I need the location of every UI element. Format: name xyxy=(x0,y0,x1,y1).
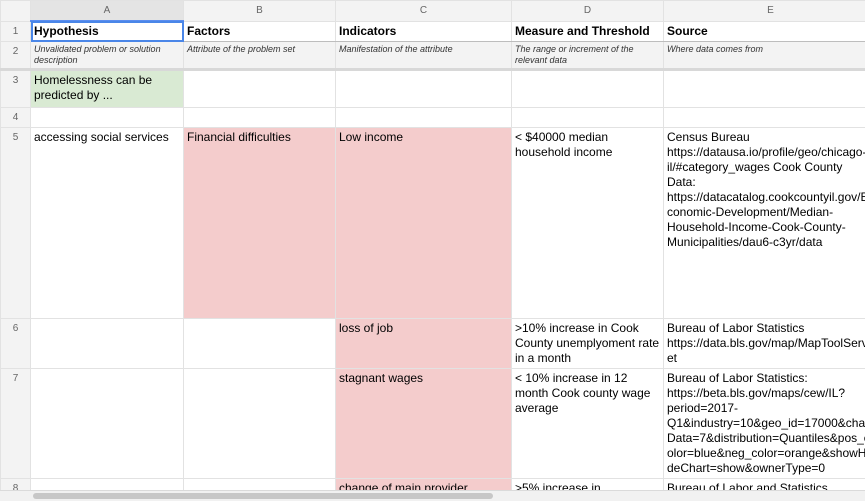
cell-d7[interactable]: < 10% increase in 12 month Cook county w… xyxy=(511,368,664,479)
cell-d4[interactable] xyxy=(511,107,664,128)
cell-a7[interactable] xyxy=(30,368,184,479)
row-header-6[interactable]: 6 xyxy=(0,318,31,369)
cell-a8[interactable] xyxy=(30,478,184,490)
cell-d1[interactable]: Measure and Threshold xyxy=(511,20,664,42)
row-header-8[interactable]: 8 xyxy=(0,478,31,490)
row-header-4[interactable]: 4 xyxy=(0,107,31,128)
cell-b5[interactable]: Financial difficulties xyxy=(183,127,336,319)
cell-d6[interactable]: >10% increase in Cook County unemplyomen… xyxy=(511,318,664,369)
row-header-2[interactable]: 2 xyxy=(0,41,31,70)
cell-c7[interactable]: stagnant wages xyxy=(335,368,512,479)
cell-a5[interactable]: accessing social services xyxy=(30,127,184,319)
column-header-b[interactable]: B xyxy=(183,0,336,22)
cell-c4[interactable] xyxy=(335,107,512,128)
row-header-5[interactable]: 5 xyxy=(0,127,31,319)
cell-e5[interactable]: Census Bureau https://datausa.io/profile… xyxy=(663,127,865,319)
horizontal-scrollbar[interactable] xyxy=(30,490,865,501)
cell-d5[interactable]: < $40000 median household income xyxy=(511,127,664,319)
row-header-7[interactable]: 7 xyxy=(0,368,31,479)
cell-c6[interactable]: loss of job xyxy=(335,318,512,369)
spreadsheet-grid[interactable]: A B C D E 1 Hypothesis Factors Indicator… xyxy=(0,0,865,490)
row-header-1[interactable]: 1 xyxy=(0,20,31,42)
cell-b3[interactable] xyxy=(183,69,336,108)
cell-c1[interactable]: Indicators xyxy=(335,20,512,42)
cell-d2[interactable]: The range or increment of the relevant d… xyxy=(511,41,664,70)
cell-e6[interactable]: Bureau of Labor Statistics https://data.… xyxy=(663,318,865,369)
row-header-3[interactable]: 3 xyxy=(0,69,31,108)
cell-b8[interactable] xyxy=(183,478,336,490)
scrollbar-corner xyxy=(0,490,30,501)
cell-b7[interactable] xyxy=(183,368,336,479)
cell-c3[interactable] xyxy=(335,69,512,108)
horizontal-scrollbar-thumb[interactable] xyxy=(33,493,493,499)
cell-b1[interactable]: Factors xyxy=(183,20,336,42)
column-header-a[interactable]: A xyxy=(30,0,184,22)
select-all-corner[interactable] xyxy=(0,0,31,22)
cell-b2[interactable]: Attribute of the problem set xyxy=(183,41,336,70)
cell-c2[interactable]: Manifestation of the attribute xyxy=(335,41,512,70)
cell-d3[interactable] xyxy=(511,69,664,108)
cell-c5[interactable]: Low income xyxy=(335,127,512,319)
cell-e2[interactable]: Where data comes from xyxy=(663,41,865,70)
cell-b6[interactable] xyxy=(183,318,336,369)
column-header-c[interactable]: C xyxy=(335,0,512,22)
cell-c8[interactable]: change of main provider xyxy=(335,478,512,490)
sheet-table: A B C D E 1 Hypothesis Factors Indicator… xyxy=(0,0,865,490)
cell-a2[interactable]: Unvalidated problem or solution descript… xyxy=(30,41,184,70)
column-header-d[interactable]: D xyxy=(511,0,664,22)
cell-e8[interactable]: Bureau of Labor and Statistics xyxy=(663,478,865,490)
cell-b4[interactable] xyxy=(183,107,336,128)
cell-e7[interactable]: Bureau of Labor Statistics: https://beta… xyxy=(663,368,865,479)
cell-a1[interactable]: Hypothesis xyxy=(30,20,184,42)
cell-a3[interactable]: Homelessness can be predicted by ... xyxy=(30,69,184,108)
cell-e3[interactable] xyxy=(663,69,865,108)
cell-e4[interactable] xyxy=(663,107,865,128)
column-header-e[interactable]: E xyxy=(663,0,865,22)
cell-a4[interactable] xyxy=(30,107,184,128)
cell-e1[interactable]: Source xyxy=(663,20,865,42)
cell-d8[interactable]: >5% increase in occupational fatalities xyxy=(511,478,664,490)
cell-a6[interactable] xyxy=(30,318,184,369)
